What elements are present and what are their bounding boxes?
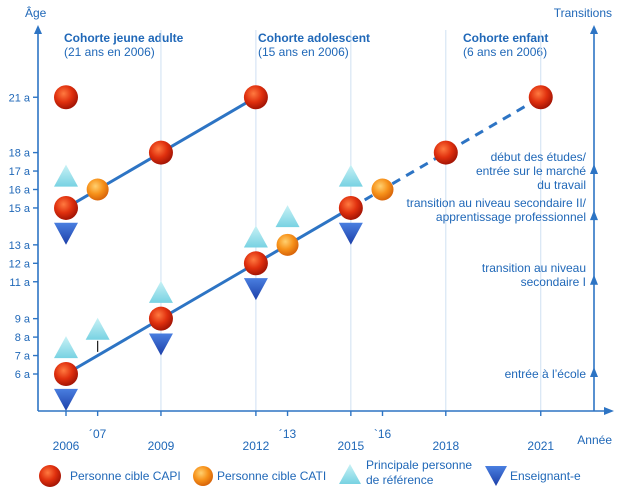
y-tick-label-13: 13 a [9, 240, 31, 252]
transition-arrow-icon-4 [590, 164, 598, 175]
y-axis-arrow-icon [34, 25, 42, 34]
x-tick-label-2018: 2018 [432, 439, 459, 453]
legend-teacher-label: Enseignant-e [510, 469, 581, 483]
capi-marker-2015-15 [338, 195, 363, 220]
x-tick-label-2013: ´13 [279, 427, 297, 441]
x-axis-title: Année [577, 433, 612, 447]
y-tick-label-21: 21 a [9, 92, 31, 104]
cohort-title-child: Cohorte enfant [463, 31, 548, 45]
x-tick-label-2006: 2006 [53, 439, 80, 453]
y-tick-label-17: 17 a [9, 166, 31, 178]
transition-label-3-line-2: apprentissage professionnel [436, 210, 586, 224]
teacher-marker-2015-13-6 [338, 222, 363, 245]
teacher-marker-2006-13-6 [54, 222, 78, 245]
right-axis-title: Transitions [554, 6, 612, 20]
legend-principal-label-2: de référence [366, 473, 434, 487]
y-tick-label-12: 12 a [9, 258, 31, 270]
teacher-marker-2012-10-6 [243, 278, 268, 301]
legend-cati-label: Personne cible CATI [217, 469, 326, 483]
legend: Personne cible CAPI Personne cible CATI … [39, 458, 581, 487]
principal-marker-2009-10-4 [148, 280, 173, 303]
legend-cati-marker [193, 466, 213, 486]
legend-capi-marker [39, 465, 61, 487]
capi-marker-2006-15 [54, 195, 78, 220]
cohort-title-adolescent: Cohorte adolescent [258, 31, 370, 45]
cati-marker-2016-16 [371, 178, 394, 201]
capi-marker-2018-18 [433, 140, 458, 165]
transition-arrow-icon-2 [590, 274, 598, 285]
transition-arrow-icon-3 [590, 210, 598, 221]
y-tick-label-7: 7 a [15, 351, 31, 363]
transition-label-4-line-2: entrée sur le marché [476, 164, 586, 178]
capi-marker-2009-9 [148, 306, 173, 331]
cati-marker-2013-13 [276, 233, 299, 256]
cohort-line-2 [65, 206, 352, 376]
x-tick-label-2007: ´07 [89, 427, 107, 441]
y-tick-label-11: 11 a [9, 277, 30, 289]
principal-marker-2012-13-4 [243, 225, 268, 248]
transition-axis-arrow-icon [590, 25, 598, 34]
capi-marker-2012-21 [243, 85, 268, 110]
capi-marker-2006-21 [54, 85, 78, 110]
x-tick-label-2021: 2021 [527, 439, 554, 453]
y-tick-label-8: 8 a [15, 332, 31, 344]
cohort-lines [65, 95, 542, 376]
transition-label-4-line-3: du travail [537, 178, 586, 192]
transition-label-1-line-1: entrée à l’école [505, 367, 587, 381]
y-tick-label-18: 18 a [9, 148, 31, 160]
axes [33, 25, 614, 416]
principal-marker-2006-7-4 [54, 336, 78, 359]
principal-marker-2015-16-7 [338, 164, 363, 187]
capi-marker-2009-18 [148, 140, 173, 165]
legend-capi-label: Personne cible CAPI [70, 469, 181, 483]
y-tick-label-16: 16 a [9, 185, 31, 197]
cohort-subtitle-young-adult: (21 ans en 2006) [64, 45, 155, 59]
capi-marker-2012-12 [243, 251, 268, 276]
transition-labels: entrée à l’école transition au niveauseco… [407, 150, 587, 381]
y-tick-label-6: 6 a [15, 369, 31, 381]
transition-arrow-icon-1 [590, 367, 598, 377]
legend-principal-marker [339, 464, 361, 484]
y-axis-title: Âge [25, 5, 47, 20]
x-tick-label-2016: `16 [374, 427, 392, 441]
transition-label-4-line-1: début des études/ [491, 150, 587, 164]
principal-marker-2013-14-5 [275, 205, 300, 228]
x-axis-arrow-icon [604, 407, 614, 415]
cati-marker-2007-16 [86, 178, 109, 201]
principal-marker-2006-16-7 [54, 164, 78, 187]
cohort-subtitle-adolescent: (15 ans en 2006) [258, 45, 349, 59]
tick-labels: 6 a 7 a 8 a 9 a 11 a 12 a 13 a 15 a 16 a 17 a 18 a… [9, 92, 555, 453]
transition-label-3-line-1: transition au niveau secondaire II/ [407, 196, 587, 210]
y-tick-label-9: 9 a [15, 314, 31, 326]
teacher-marker-2009-7-6 [148, 333, 173, 356]
cohort-subtitle-child: (6 ans en 2006) [463, 45, 547, 59]
capi-marker-2006-6 [54, 362, 78, 386]
legend-teacher-marker [485, 466, 507, 486]
y-tick-label-15: 15 a [9, 203, 31, 215]
x-tick-label-2015: 2015 [337, 439, 364, 453]
markers [54, 85, 553, 411]
transition-label-2-line-1: transition au niveau [482, 261, 586, 275]
cohort-title-young-adult: Cohorte jeune adulte [64, 31, 184, 45]
capi-marker-2021-21 [528, 85, 553, 110]
x-tick-label-2012: 2012 [243, 439, 270, 453]
x-tick-label-2009: 2009 [148, 439, 175, 453]
principal-marker-2007-8-4 [85, 317, 110, 340]
legend-principal-label-1: Principale personne [366, 458, 472, 472]
transition-label-2-line-2: secondaire I [521, 275, 586, 289]
teacher-marker-2006-4-6 [54, 388, 78, 411]
